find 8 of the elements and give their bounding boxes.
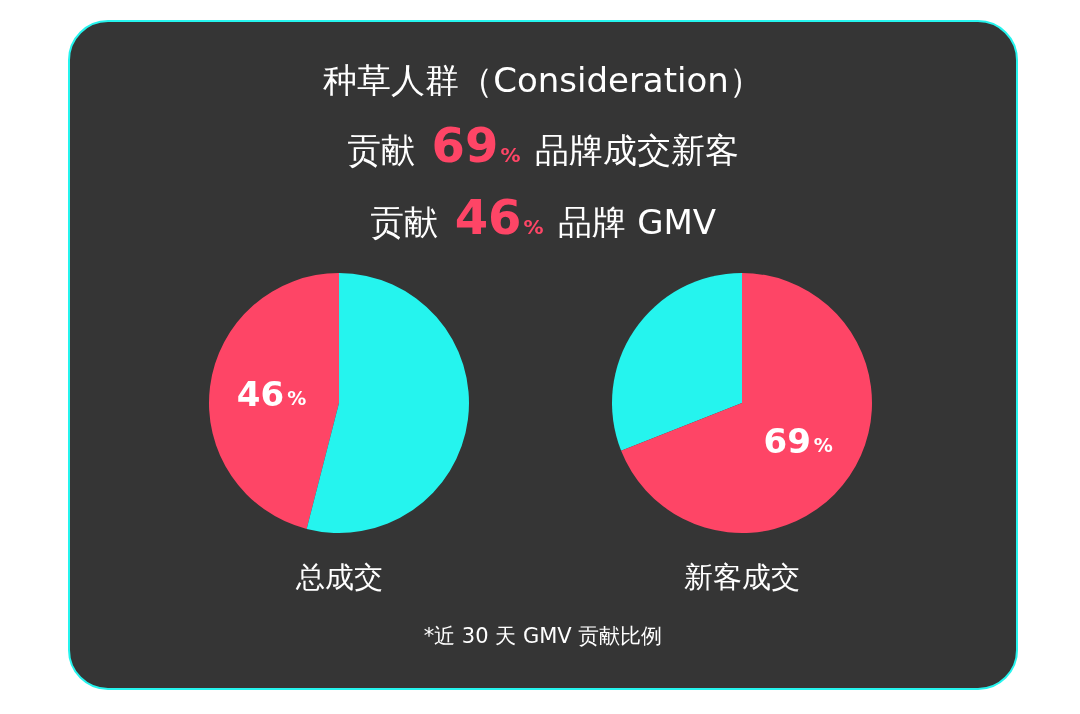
data-label: 46%: [236, 374, 307, 415]
text: *近 30 天 GMV 贡献比例: [422, 623, 664, 650]
text: 贡献 46% 品牌 GMV: [369, 189, 717, 245]
text: 新客成交: [684, 559, 800, 594]
data-label: 69%: [763, 421, 833, 462]
text: 种草人群（Consideration）: [322, 59, 764, 102]
text: 总成交: [294, 559, 383, 594]
text: 贡献 69% 品牌成交新客: [346, 117, 740, 173]
